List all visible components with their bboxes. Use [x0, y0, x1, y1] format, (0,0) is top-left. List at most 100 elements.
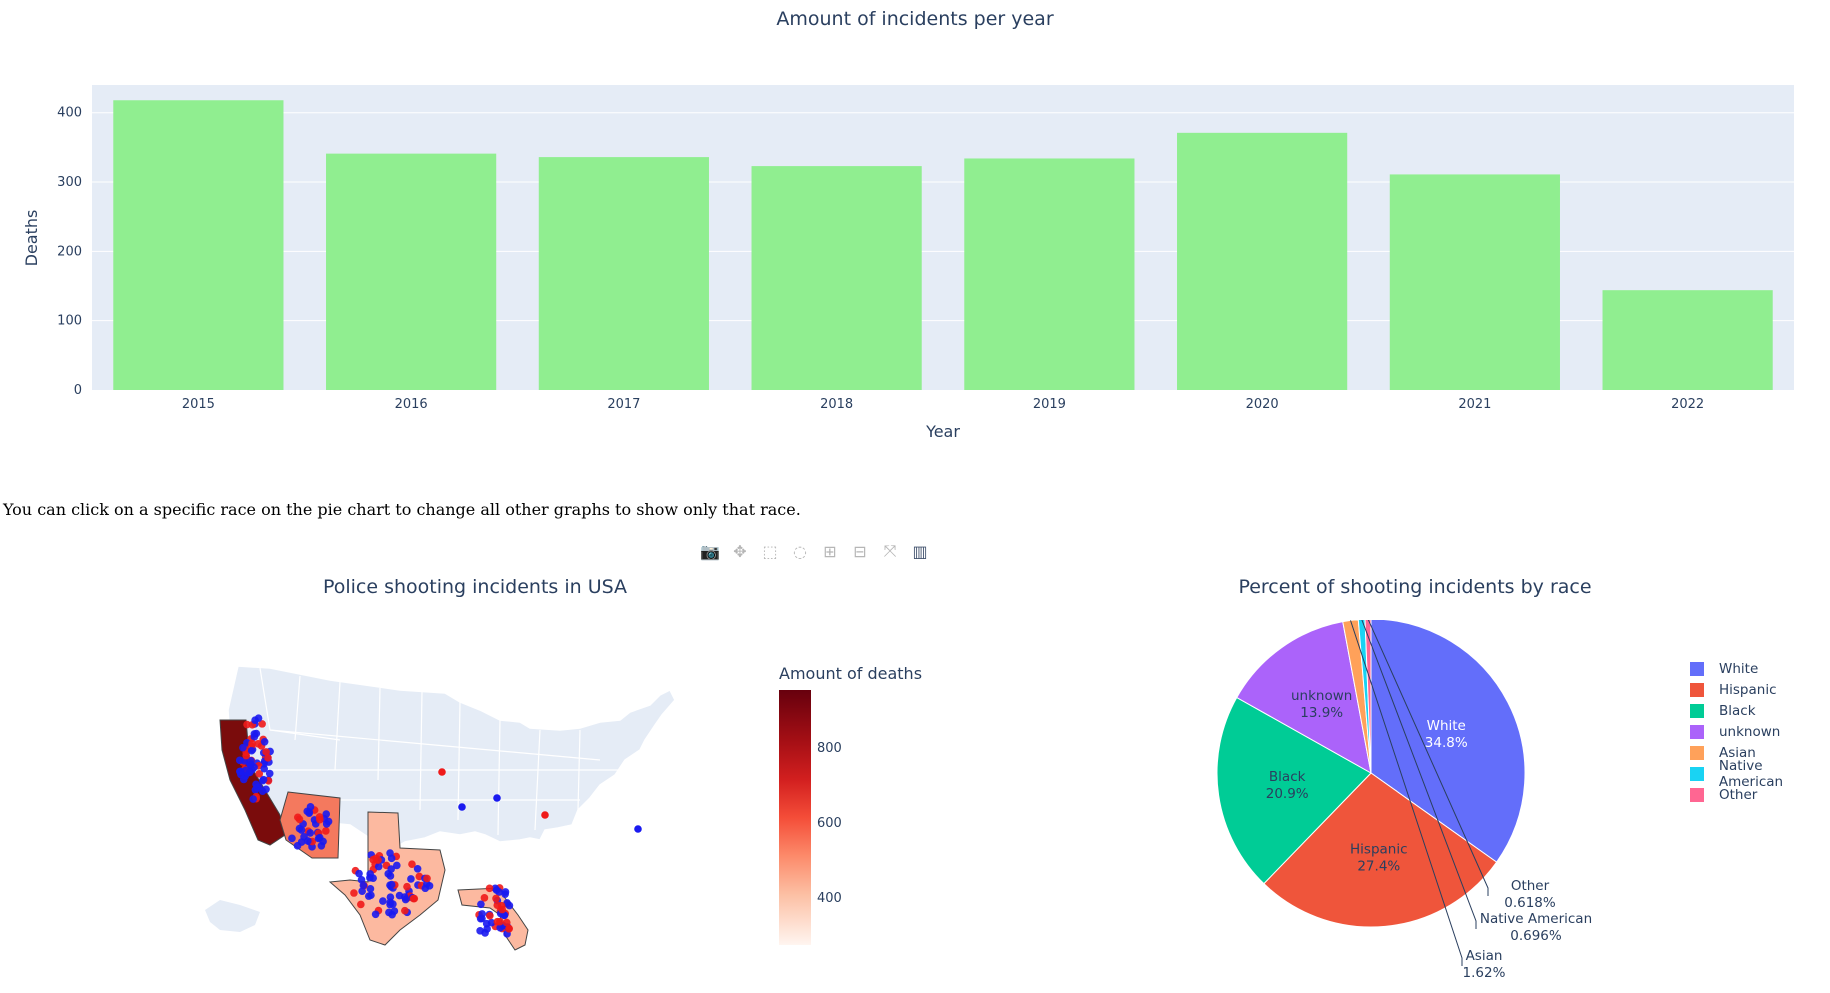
incident-point[interactable] [393, 861, 401, 870]
incident-point[interactable] [476, 927, 484, 935]
incident-point[interactable] [259, 775, 268, 784]
incident-point[interactable] [322, 827, 330, 835]
incident-point[interactable] [408, 860, 416, 869]
incident-point[interactable] [438, 768, 446, 776]
incident-point[interactable] [458, 803, 466, 811]
incident-point[interactable] [386, 872, 395, 880]
legend-item-white[interactable]: White [1690, 658, 1830, 679]
incident-point[interactable] [366, 874, 374, 882]
incident-point[interactable] [496, 917, 504, 926]
incident-point[interactable] [492, 886, 501, 894]
incident-point[interactable] [293, 842, 302, 850]
autoscale-icon[interactable]: ⤧ [883, 541, 897, 560]
incident-point[interactable] [317, 841, 326, 850]
incident-point[interactable] [260, 737, 269, 746]
incident-point[interactable] [390, 907, 399, 915]
zoom-out-icon[interactable]: ⊟ [853, 541, 867, 561]
incident-point[interactable] [252, 780, 260, 789]
legend-item-other[interactable]: Other [1690, 784, 1830, 805]
incident-point[interactable] [374, 856, 382, 864]
legend-item-asian[interactable]: Asian [1690, 742, 1830, 763]
incident-point[interactable] [505, 901, 514, 910]
incident-point[interactable] [364, 892, 373, 900]
incident-point[interactable] [306, 803, 315, 811]
legend-item-unknown[interactable]: unknown [1690, 721, 1830, 742]
bar-2022[interactable] [1602, 290, 1773, 390]
incident-point[interactable] [314, 834, 323, 843]
incident-point[interactable] [242, 751, 250, 760]
incident-point[interactable] [498, 905, 506, 914]
incident-point[interactable] [478, 910, 486, 918]
incident-point[interactable] [249, 795, 258, 803]
incident-point[interactable] [288, 834, 296, 843]
incident-point[interactable] [294, 813, 302, 822]
incident-point[interactable] [245, 768, 254, 777]
incident-point[interactable] [262, 785, 270, 794]
incident-point[interactable] [502, 918, 511, 927]
zoom-in-icon[interactable]: ⊞ [823, 541, 837, 561]
incident-point[interactable] [264, 754, 272, 762]
incident-point[interactable] [297, 826, 306, 834]
incident-point[interactable] [322, 820, 331, 828]
incident-point[interactable] [387, 865, 395, 873]
box-select-icon[interactable]: ⬚ [762, 541, 778, 561]
bar-2015[interactable] [113, 100, 284, 390]
incident-point[interactable] [350, 889, 358, 897]
pie-slice-black[interactable] [1216, 696, 1372, 885]
pie-slice-hispanic[interactable] [1263, 772, 1498, 928]
incident-point[interactable] [265, 769, 274, 778]
incident-point[interactable] [237, 770, 245, 779]
pie-slice-other[interactable] [1364, 620, 1372, 774]
incident-point[interactable] [423, 874, 431, 883]
legend-item-black[interactable]: Black [1690, 700, 1830, 721]
legend-item-hispanic[interactable]: Hispanic [1690, 679, 1830, 700]
legend-item-native-american[interactable]: Native American [1690, 758, 1830, 790]
incident-points[interactable] [235, 714, 642, 938]
pie-slice-asian[interactable] [1342, 620, 1372, 774]
incident-point[interactable] [386, 849, 394, 857]
plotly-logo-icon[interactable]: ▥ [912, 541, 928, 561]
bar-2018[interactable] [751, 166, 922, 390]
incident-point[interactable] [357, 900, 365, 909]
incident-point[interactable] [374, 862, 383, 871]
incident-point[interactable] [247, 760, 255, 769]
incident-point[interactable] [483, 925, 491, 933]
incident-point[interactable] [262, 748, 270, 756]
bar-2017[interactable] [538, 157, 709, 390]
incident-point[interactable] [425, 882, 434, 890]
incident-point[interactable] [366, 885, 375, 893]
incident-point[interactable] [254, 740, 262, 748]
pie-slice-native-american[interactable] [1357, 620, 1372, 774]
incident-point[interactable] [413, 864, 422, 873]
incident-point[interactable] [477, 900, 485, 909]
incident-point[interactable] [235, 756, 244, 765]
incident-point[interactable] [480, 894, 489, 902]
incident-point[interactable] [371, 910, 380, 919]
incident-point[interactable] [359, 881, 368, 890]
incident-point[interactable] [248, 739, 256, 748]
incident-point[interactable] [355, 869, 363, 878]
incident-point[interactable] [505, 925, 513, 933]
incident-point[interactable] [358, 887, 366, 896]
pan-icon[interactable]: ✥ [733, 541, 747, 561]
state-texas[interactable] [328, 811, 446, 946]
bar-2020[interactable] [1177, 132, 1348, 391]
pie-slice-unknown[interactable] [1236, 621, 1372, 774]
incident-point[interactable] [634, 825, 642, 833]
incident-point[interactable] [486, 911, 494, 920]
incident-point[interactable] [492, 894, 500, 903]
bar-2016[interactable] [326, 153, 497, 390]
incident-point[interactable] [409, 894, 418, 903]
incident-point[interactable] [239, 743, 247, 752]
bar-2021[interactable] [1389, 174, 1560, 390]
incident-point[interactable] [401, 895, 410, 904]
incident-point[interactable] [306, 829, 314, 837]
incident-point[interactable] [407, 875, 415, 883]
camera-icon[interactable]: 📷 [700, 541, 720, 561]
incident-point[interactable] [247, 746, 256, 755]
incident-point[interactable] [250, 730, 259, 738]
incident-point[interactable] [260, 764, 269, 773]
usa-map[interactable] [200, 650, 700, 970]
incident-point[interactable] [387, 880, 396, 889]
